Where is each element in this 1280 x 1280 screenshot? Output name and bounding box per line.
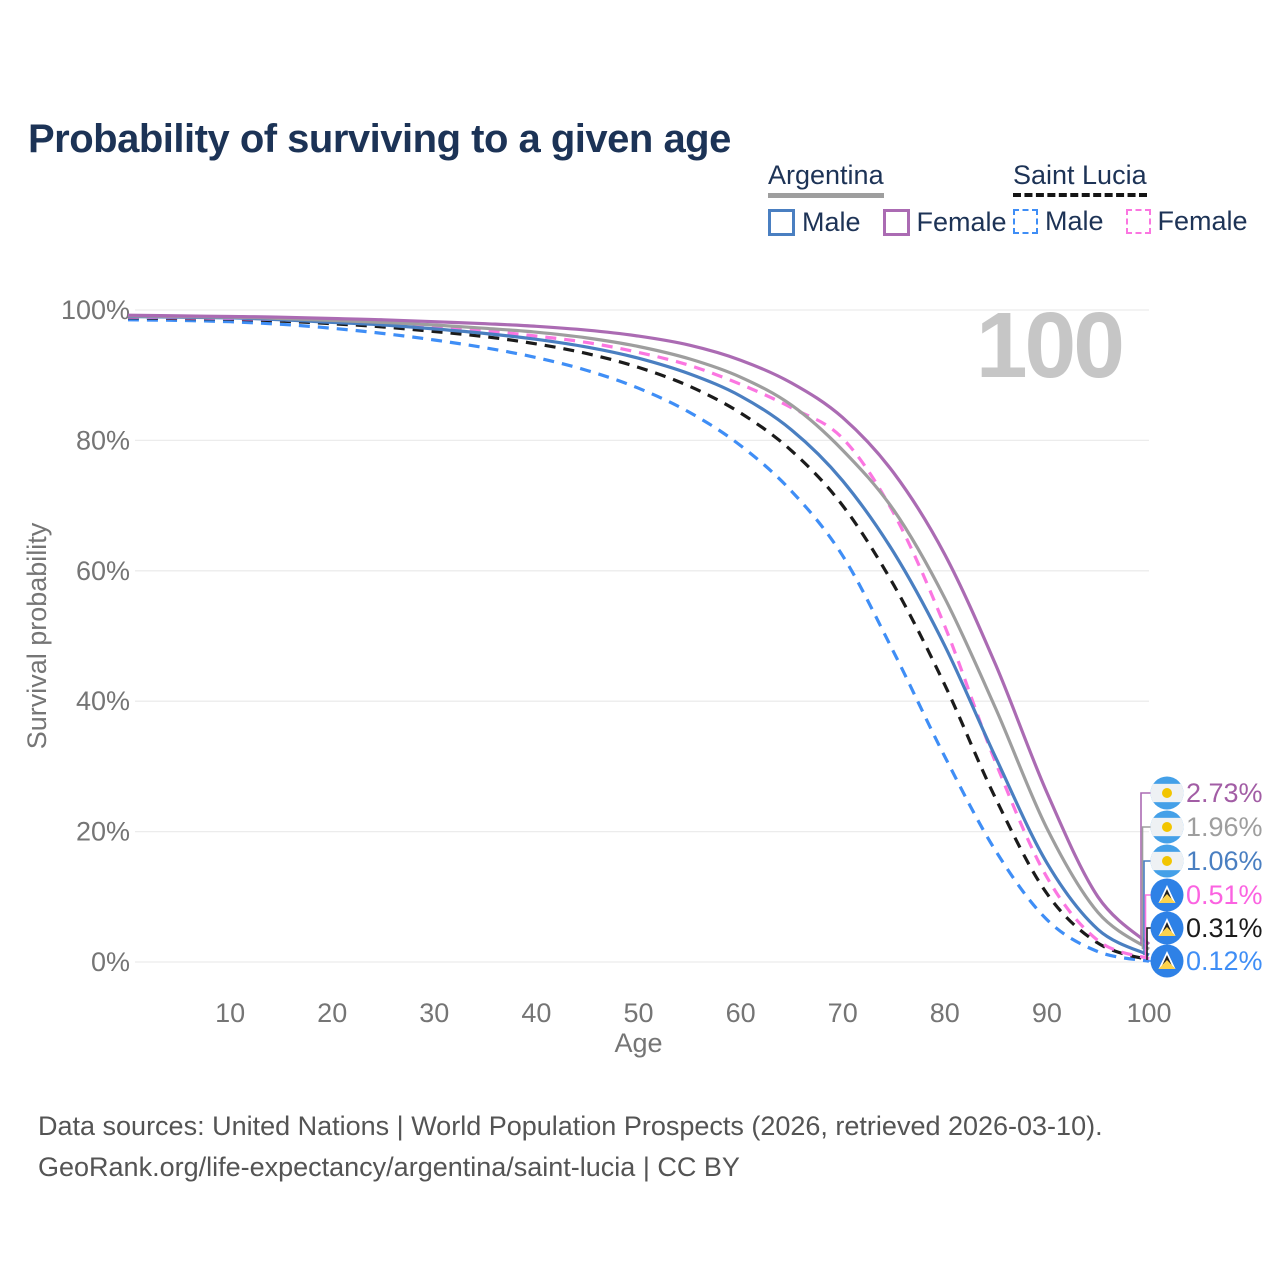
y-tick-label: 20% (76, 817, 130, 847)
legend-item-label: Male (802, 207, 861, 237)
page-title: Probability of surviving to a given age (28, 116, 731, 161)
end-label-argentina-female: 2.73% (1186, 778, 1263, 808)
legend-header-saint-lucia[interactable]: Saint Lucia (1013, 160, 1147, 197)
y-tick-label: 80% (76, 425, 130, 455)
legend-group-argentina: Argentina Male Female (768, 160, 1007, 238)
x-tick-label: 10 (215, 998, 245, 1028)
x-tick-label: 70 (828, 998, 858, 1028)
legend-header-argentina[interactable]: Argentina (768, 160, 884, 198)
curve-argentina-female[interactable] (127, 313, 1151, 946)
end-label-argentina-both: 1.96% (1186, 812, 1263, 842)
argentina-male-swatch-icon (768, 209, 795, 236)
footer-data-sources: Data sources: United Nations | World Pop… (38, 1111, 1103, 1141)
legend-item-label: Female (1157, 206, 1248, 236)
leader-line-saint-lucia-both (1146, 927, 1151, 960)
end-label-saint-lucia-female: 0.51% (1186, 880, 1263, 910)
legend-item-argentina-female[interactable]: Female (882, 207, 1007, 238)
x-tick-label: 30 (419, 998, 449, 1028)
x-tick-label: 60 (726, 998, 756, 1028)
y-axis-title: Survival probability (22, 522, 52, 749)
x-tick-label: 100 (1126, 998, 1171, 1028)
legend-item-label: Male (1045, 206, 1104, 236)
end-label-saint-lucia-male: 0.12% (1186, 946, 1263, 976)
flag-argentina-icon (1150, 844, 1184, 878)
curve-argentina-both[interactable] (127, 314, 1150, 951)
leader-line-argentina-both (1141, 826, 1151, 950)
chart-footer: Data sources: United Nations | World Pop… (38, 1106, 1103, 1188)
legend-item-saint-lucia-female[interactable]: Female (1125, 206, 1248, 237)
flag-argentina-icon (1150, 810, 1184, 844)
legend-item-saint-lucia-male[interactable]: Male (1013, 206, 1104, 237)
leader-line-argentina-female (1140, 792, 1151, 945)
saint-lucia-male-swatch-icon (1013, 209, 1038, 234)
y-tick-label: 40% (76, 686, 130, 716)
flag-saint-lucia-icon (1150, 911, 1184, 945)
legend-items-saint-lucia: Male Female (1013, 206, 1248, 237)
flag-saint-lucia-icon (1150, 878, 1184, 912)
curve-saint-lucia-female[interactable] (127, 315, 1150, 961)
curve-saint-lucia-both[interactable] (127, 316, 1150, 962)
y-tick-label: 0% (91, 947, 130, 977)
x-tick-label: 90 (1032, 998, 1062, 1028)
curve-saint-lucia-male[interactable] (127, 318, 1150, 963)
end-label-argentina-male: 1.06% (1186, 846, 1263, 876)
flag-saint-lucia-icon (1150, 944, 1184, 978)
legend-item-label: Female (916, 207, 1007, 237)
saint-lucia-female-swatch-icon (1125, 209, 1151, 234)
end-label-saint-lucia-both: 0.31% (1186, 913, 1263, 943)
leader-line-saint-lucia-female (1144, 894, 1151, 959)
x-axis-title: Age (614, 1028, 662, 1058)
x-tick-label: 20 (317, 998, 347, 1028)
y-tick-label: 100% (61, 295, 130, 325)
curve-argentina-male[interactable] (127, 314, 1150, 957)
legend-items-argentina: Male Female (768, 207, 1007, 238)
argentina-female-swatch-icon (882, 209, 910, 236)
x-tick-label: 80 (930, 998, 960, 1028)
y-tick-label: 60% (76, 556, 130, 586)
legend-item-argentina-male[interactable]: Male (768, 207, 861, 238)
footer-attribution: GeoRank.org/life-expectancy/argentina/sa… (38, 1152, 740, 1182)
age-watermark: 100 (976, 293, 1122, 397)
flag-argentina-icon (1150, 776, 1184, 810)
legend-group-saint-lucia: Saint Lucia Male Female (1013, 160, 1248, 237)
x-tick-label: 50 (623, 998, 653, 1028)
leader-line-argentina-male (1143, 860, 1151, 956)
x-tick-label: 40 (521, 998, 551, 1028)
